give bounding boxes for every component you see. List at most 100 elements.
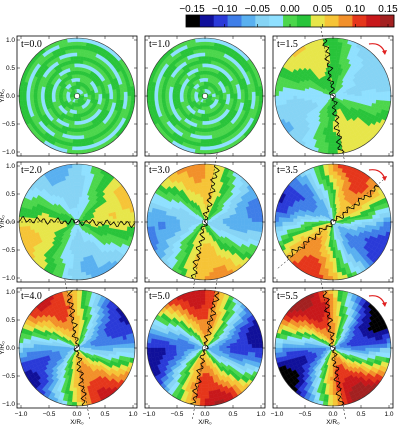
disk-cell: [204, 131, 209, 137]
disk-cell: [69, 131, 75, 136]
disk-cell: [332, 41, 338, 46]
disk-field: [19, 164, 135, 280]
colorbar-tick-label: −0.15: [179, 4, 205, 15]
colorbar-swatch: [199, 15, 215, 27]
disk-cell: [76, 276, 83, 280]
disk-cell: [72, 268, 78, 273]
disk-cell: [40, 89, 46, 94]
disk-cell: [19, 95, 23, 102]
disk-cell: [76, 250, 81, 255]
disk-cell: [318, 94, 323, 97]
disk-cell: [73, 135, 78, 140]
disk-cell: [207, 59, 212, 65]
panel-time-label: t=2.0: [21, 165, 42, 176]
disk-cell: [150, 95, 155, 101]
disk-cell: [328, 139, 334, 144]
disk-cell: [123, 91, 128, 97]
disk-cell: [172, 95, 177, 100]
disk-cell: [335, 63, 339, 68]
disk-cell: [244, 92, 249, 97]
disk-cell: [332, 52, 337, 57]
disk-cell: [325, 135, 330, 140]
disk-cell: [175, 93, 180, 97]
colorbar-tick-label: 0.00: [280, 4, 300, 15]
disk-cell: [275, 90, 279, 97]
disk-cell: [365, 95, 370, 100]
colorbar: −0.15 −0.10 −0.05 0.00 0.05 0.10 0.15: [179, 4, 398, 28]
disk-cell: [233, 92, 238, 97]
disk-cell: [71, 250, 75, 255]
disk-cell: [79, 185, 84, 191]
disk-cell: [215, 95, 220, 98]
disk-cell: [80, 52, 85, 57]
disk-cell: [74, 243, 78, 248]
disk-cell: [222, 95, 227, 99]
disk-cell: [76, 146, 82, 151]
colorbar-tick-label: −0.05: [245, 4, 271, 15]
disk-cell: [76, 45, 82, 50]
disk-cell: [79, 182, 85, 187]
disk-cell: [207, 56, 213, 61]
disk-cell: [282, 95, 287, 101]
disk-cell: [72, 146, 78, 151]
disk-cell: [328, 45, 334, 50]
disk-cell: [204, 74, 208, 79]
disk-cell: [79, 56, 85, 61]
disk-cell: [116, 99, 121, 104]
disk-cell: [71, 124, 75, 129]
disk-cell: [292, 92, 298, 97]
disk-cell: [203, 106, 206, 111]
disk-cell: [73, 257, 78, 263]
disk-cell: [19, 90, 23, 97]
disk-cell: [186, 94, 191, 97]
disk-cell: [161, 95, 166, 100]
disk-cell: [332, 150, 339, 154]
disk-cell: [76, 254, 81, 259]
y-tick-label: −1.0: [2, 149, 15, 156]
y-axis-label: Y/R₀: [0, 89, 6, 103]
disk-cell: [72, 139, 78, 144]
disk-cell: [73, 63, 78, 68]
disk-cell: [204, 45, 210, 50]
disk-cell: [332, 77, 335, 82]
disk-cell: [332, 55, 337, 61]
disk-cell: [72, 272, 78, 277]
disk-cell: [157, 87, 163, 93]
disk-cell: [72, 174, 78, 179]
disk-cell: [40, 92, 45, 97]
disk-cell: [300, 92, 305, 97]
disk-cell: [275, 95, 279, 102]
disk-cell: [255, 91, 260, 97]
disk-cell: [101, 98, 107, 102]
colorbar-swatch: [213, 15, 228, 27]
disk-cell: [204, 38, 211, 42]
disk-cell: [76, 142, 82, 147]
disk-cell: [116, 92, 121, 97]
disk-cell: [164, 95, 170, 100]
disk-cell: [233, 95, 238, 100]
colorbar-swatch: [296, 15, 312, 27]
disk-cell: [199, 120, 203, 126]
disk-cell: [76, 66, 80, 71]
disk-cell: [161, 92, 166, 97]
disk-cell: [208, 48, 214, 54]
disk-cell: [183, 93, 188, 97]
disk-cell: [368, 95, 374, 100]
disk-cell: [22, 221, 27, 227]
disk-cell: [204, 63, 209, 68]
disk-cell: [372, 95, 377, 100]
disk-cell: [76, 70, 80, 75]
disk-cell: [201, 124, 206, 129]
disk-cell: [120, 95, 125, 101]
disk-cell: [332, 59, 337, 64]
disk-cell: [285, 87, 291, 93]
disk-cell: [76, 139, 82, 144]
disk-cell: [116, 95, 121, 100]
disk-cell: [259, 90, 263, 97]
disk-cell: [105, 224, 110, 228]
disk-cell: [332, 142, 338, 147]
colorbar-tick-label: 0.05: [313, 4, 333, 15]
disk-cell: [336, 48, 342, 54]
disk-cell: [330, 121, 334, 126]
disk-cell: [80, 178, 85, 183]
